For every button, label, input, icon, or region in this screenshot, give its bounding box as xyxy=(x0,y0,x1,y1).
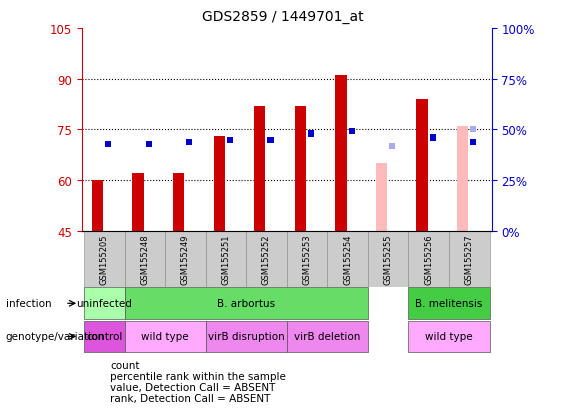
Text: GSM155256: GSM155256 xyxy=(424,234,433,285)
Bar xyxy=(84,231,124,287)
Bar xyxy=(408,288,489,319)
Bar xyxy=(389,143,396,150)
Bar xyxy=(335,76,346,231)
Bar xyxy=(457,127,468,231)
Text: virB disruption: virB disruption xyxy=(208,332,285,342)
Bar xyxy=(349,129,355,135)
Bar xyxy=(430,135,436,141)
Text: percentile rank within the sample: percentile rank within the sample xyxy=(110,371,286,381)
Bar xyxy=(408,231,449,287)
Bar xyxy=(408,321,489,352)
Text: GSM155257: GSM155257 xyxy=(465,234,473,285)
Bar xyxy=(368,231,408,287)
Bar xyxy=(132,174,144,231)
Text: wild type: wild type xyxy=(425,332,473,342)
Bar xyxy=(124,231,165,287)
Text: infection: infection xyxy=(6,299,51,309)
Text: GSM155255: GSM155255 xyxy=(384,234,393,285)
Bar xyxy=(84,321,124,352)
Text: GDS2859 / 1449701_at: GDS2859 / 1449701_at xyxy=(202,10,363,24)
Bar xyxy=(267,137,273,143)
Bar xyxy=(227,137,233,143)
Bar xyxy=(186,139,193,145)
Bar xyxy=(287,321,368,352)
Text: GSM155253: GSM155253 xyxy=(302,234,311,285)
Text: GSM155248: GSM155248 xyxy=(140,234,149,285)
Bar xyxy=(84,288,124,319)
Bar xyxy=(92,181,103,231)
Bar xyxy=(470,139,476,145)
Bar xyxy=(124,321,206,352)
Text: uninfected: uninfected xyxy=(76,299,132,309)
Bar xyxy=(173,174,184,231)
Bar xyxy=(246,231,287,287)
Bar xyxy=(254,107,266,231)
Bar xyxy=(308,131,314,137)
Text: GSM155254: GSM155254 xyxy=(343,234,352,285)
Text: virB deletion: virB deletion xyxy=(294,332,360,342)
Bar xyxy=(146,141,152,147)
Bar xyxy=(470,127,476,133)
Bar xyxy=(327,231,368,287)
Text: GSM155251: GSM155251 xyxy=(221,234,231,285)
Text: B. melitensis: B. melitensis xyxy=(415,299,483,309)
Text: count: count xyxy=(110,361,140,370)
Bar xyxy=(206,231,246,287)
Bar xyxy=(105,141,111,147)
Bar xyxy=(376,164,387,231)
Bar xyxy=(165,231,206,287)
Bar xyxy=(206,321,286,352)
Text: control: control xyxy=(86,332,123,342)
Text: B. arbortus: B. arbortus xyxy=(217,299,275,309)
Bar xyxy=(287,231,327,287)
Text: GSM155249: GSM155249 xyxy=(181,234,190,285)
Bar xyxy=(124,288,368,319)
Text: value, Detection Call = ABSENT: value, Detection Call = ABSENT xyxy=(110,382,276,392)
Text: rank, Detection Call = ABSENT: rank, Detection Call = ABSENT xyxy=(110,393,271,403)
Text: GSM155252: GSM155252 xyxy=(262,234,271,285)
Bar xyxy=(294,107,306,231)
Text: GSM155205: GSM155205 xyxy=(100,234,108,285)
Bar xyxy=(214,137,225,231)
Text: wild type: wild type xyxy=(141,332,189,342)
Text: genotype/variation: genotype/variation xyxy=(6,332,105,342)
Bar xyxy=(449,231,489,287)
Bar xyxy=(416,100,428,231)
